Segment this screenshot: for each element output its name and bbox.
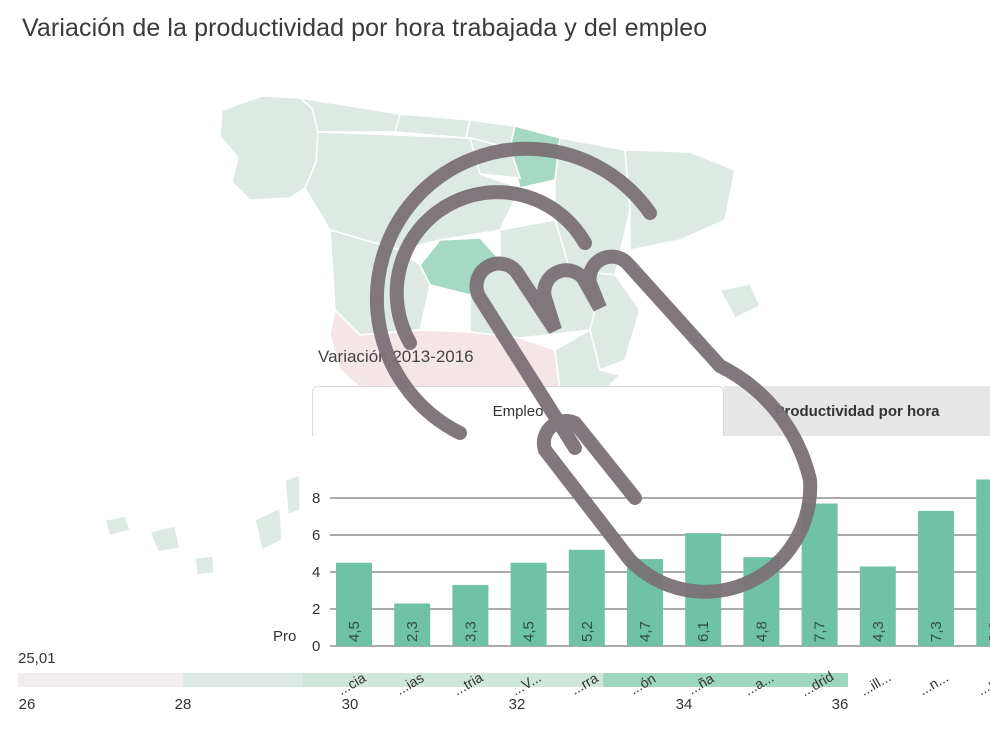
region-canarias-2[interactable]	[148, 525, 181, 553]
x-tick-label: ...ña	[685, 670, 717, 698]
x-tick-label: ...rra	[568, 669, 601, 697]
x-tick-label: ...a...	[974, 669, 990, 698]
hand-pointer-icon	[370, 141, 818, 599]
x-tick-label: ...ias	[393, 669, 427, 698]
bar	[568, 549, 605, 646]
legend-segment-1	[18, 673, 183, 687]
legend-color-scale	[18, 673, 848, 687]
data-label: 7,7	[812, 621, 829, 642]
data-label: 3,3	[462, 621, 479, 642]
y-tick-label: 8	[312, 490, 320, 507]
y-tick-label: 4	[312, 564, 320, 581]
region-canarias-1[interactable]	[104, 515, 131, 537]
bar	[918, 510, 954, 646]
bar-chart: 0 2 4 6 8 4,5 ...cia 2,3 ...ias 3,3 ...tria 4,5 ...V…	[312, 479, 990, 699]
data-label: 4,5	[346, 621, 363, 642]
bar	[859, 566, 896, 646]
x-tick-label: ...n...	[916, 669, 951, 698]
x-tick-label: ...ón	[627, 670, 659, 697]
legend-segment-3	[303, 673, 603, 687]
region-canarias-5[interactable]	[284, 473, 301, 517]
data-label: 6,1	[695, 621, 712, 642]
legend-min-label: 25,01	[18, 650, 56, 667]
x-tick-label: ...a...	[741, 669, 776, 698]
legend-tick: 32	[508, 696, 526, 713]
bar	[394, 603, 431, 646]
legend-tick: 34	[675, 696, 693, 713]
legend-tick: 28	[174, 696, 192, 713]
y-tick-label: 0	[312, 638, 320, 655]
x-tick-label: ...ill...	[857, 669, 893, 699]
data-label: 4,5	[521, 621, 538, 642]
region-canarias-3[interactable]	[194, 555, 215, 576]
y-tick-label: 6	[312, 527, 320, 544]
region-asturias[interactable]	[297, 96, 401, 133]
data-label: 4,7	[637, 621, 654, 642]
region-cataluna[interactable]	[624, 149, 736, 251]
x-tick-label: ...V...	[509, 669, 544, 699]
region-baleares[interactable]	[718, 283, 761, 319]
legend-tick: 30	[341, 696, 359, 713]
x-tick-label: ...tria	[450, 669, 485, 699]
legend-tick: 36	[831, 696, 849, 713]
data-label: 2,3	[404, 621, 421, 642]
data-label: 4,8	[753, 621, 770, 642]
data-label: 4,3	[870, 621, 887, 642]
x-tick-label: ...drid	[798, 668, 836, 699]
region-canarias-4[interactable]	[254, 506, 283, 552]
bar	[976, 479, 990, 646]
bar	[510, 562, 547, 646]
page-title: Variación de la productividad por hora t…	[22, 14, 708, 42]
row-label: Pro	[273, 628, 297, 645]
x-tick-label: ...cia	[335, 669, 369, 698]
data-label: 5,2	[579, 621, 596, 642]
legend-ticks: 26 28 30 32 34 36	[0, 696, 990, 716]
data-label: 7,3	[928, 621, 945, 642]
bar	[336, 562, 372, 646]
data-label: 9,0	[986, 621, 990, 642]
bar	[452, 584, 489, 646]
legend-segment-4	[603, 673, 848, 687]
legend-tick: 26	[18, 696, 36, 713]
y-tick-label: 2	[312, 601, 320, 618]
legend-segment-2	[183, 673, 303, 687]
tab-empleo[interactable]: Empleo	[312, 386, 724, 436]
